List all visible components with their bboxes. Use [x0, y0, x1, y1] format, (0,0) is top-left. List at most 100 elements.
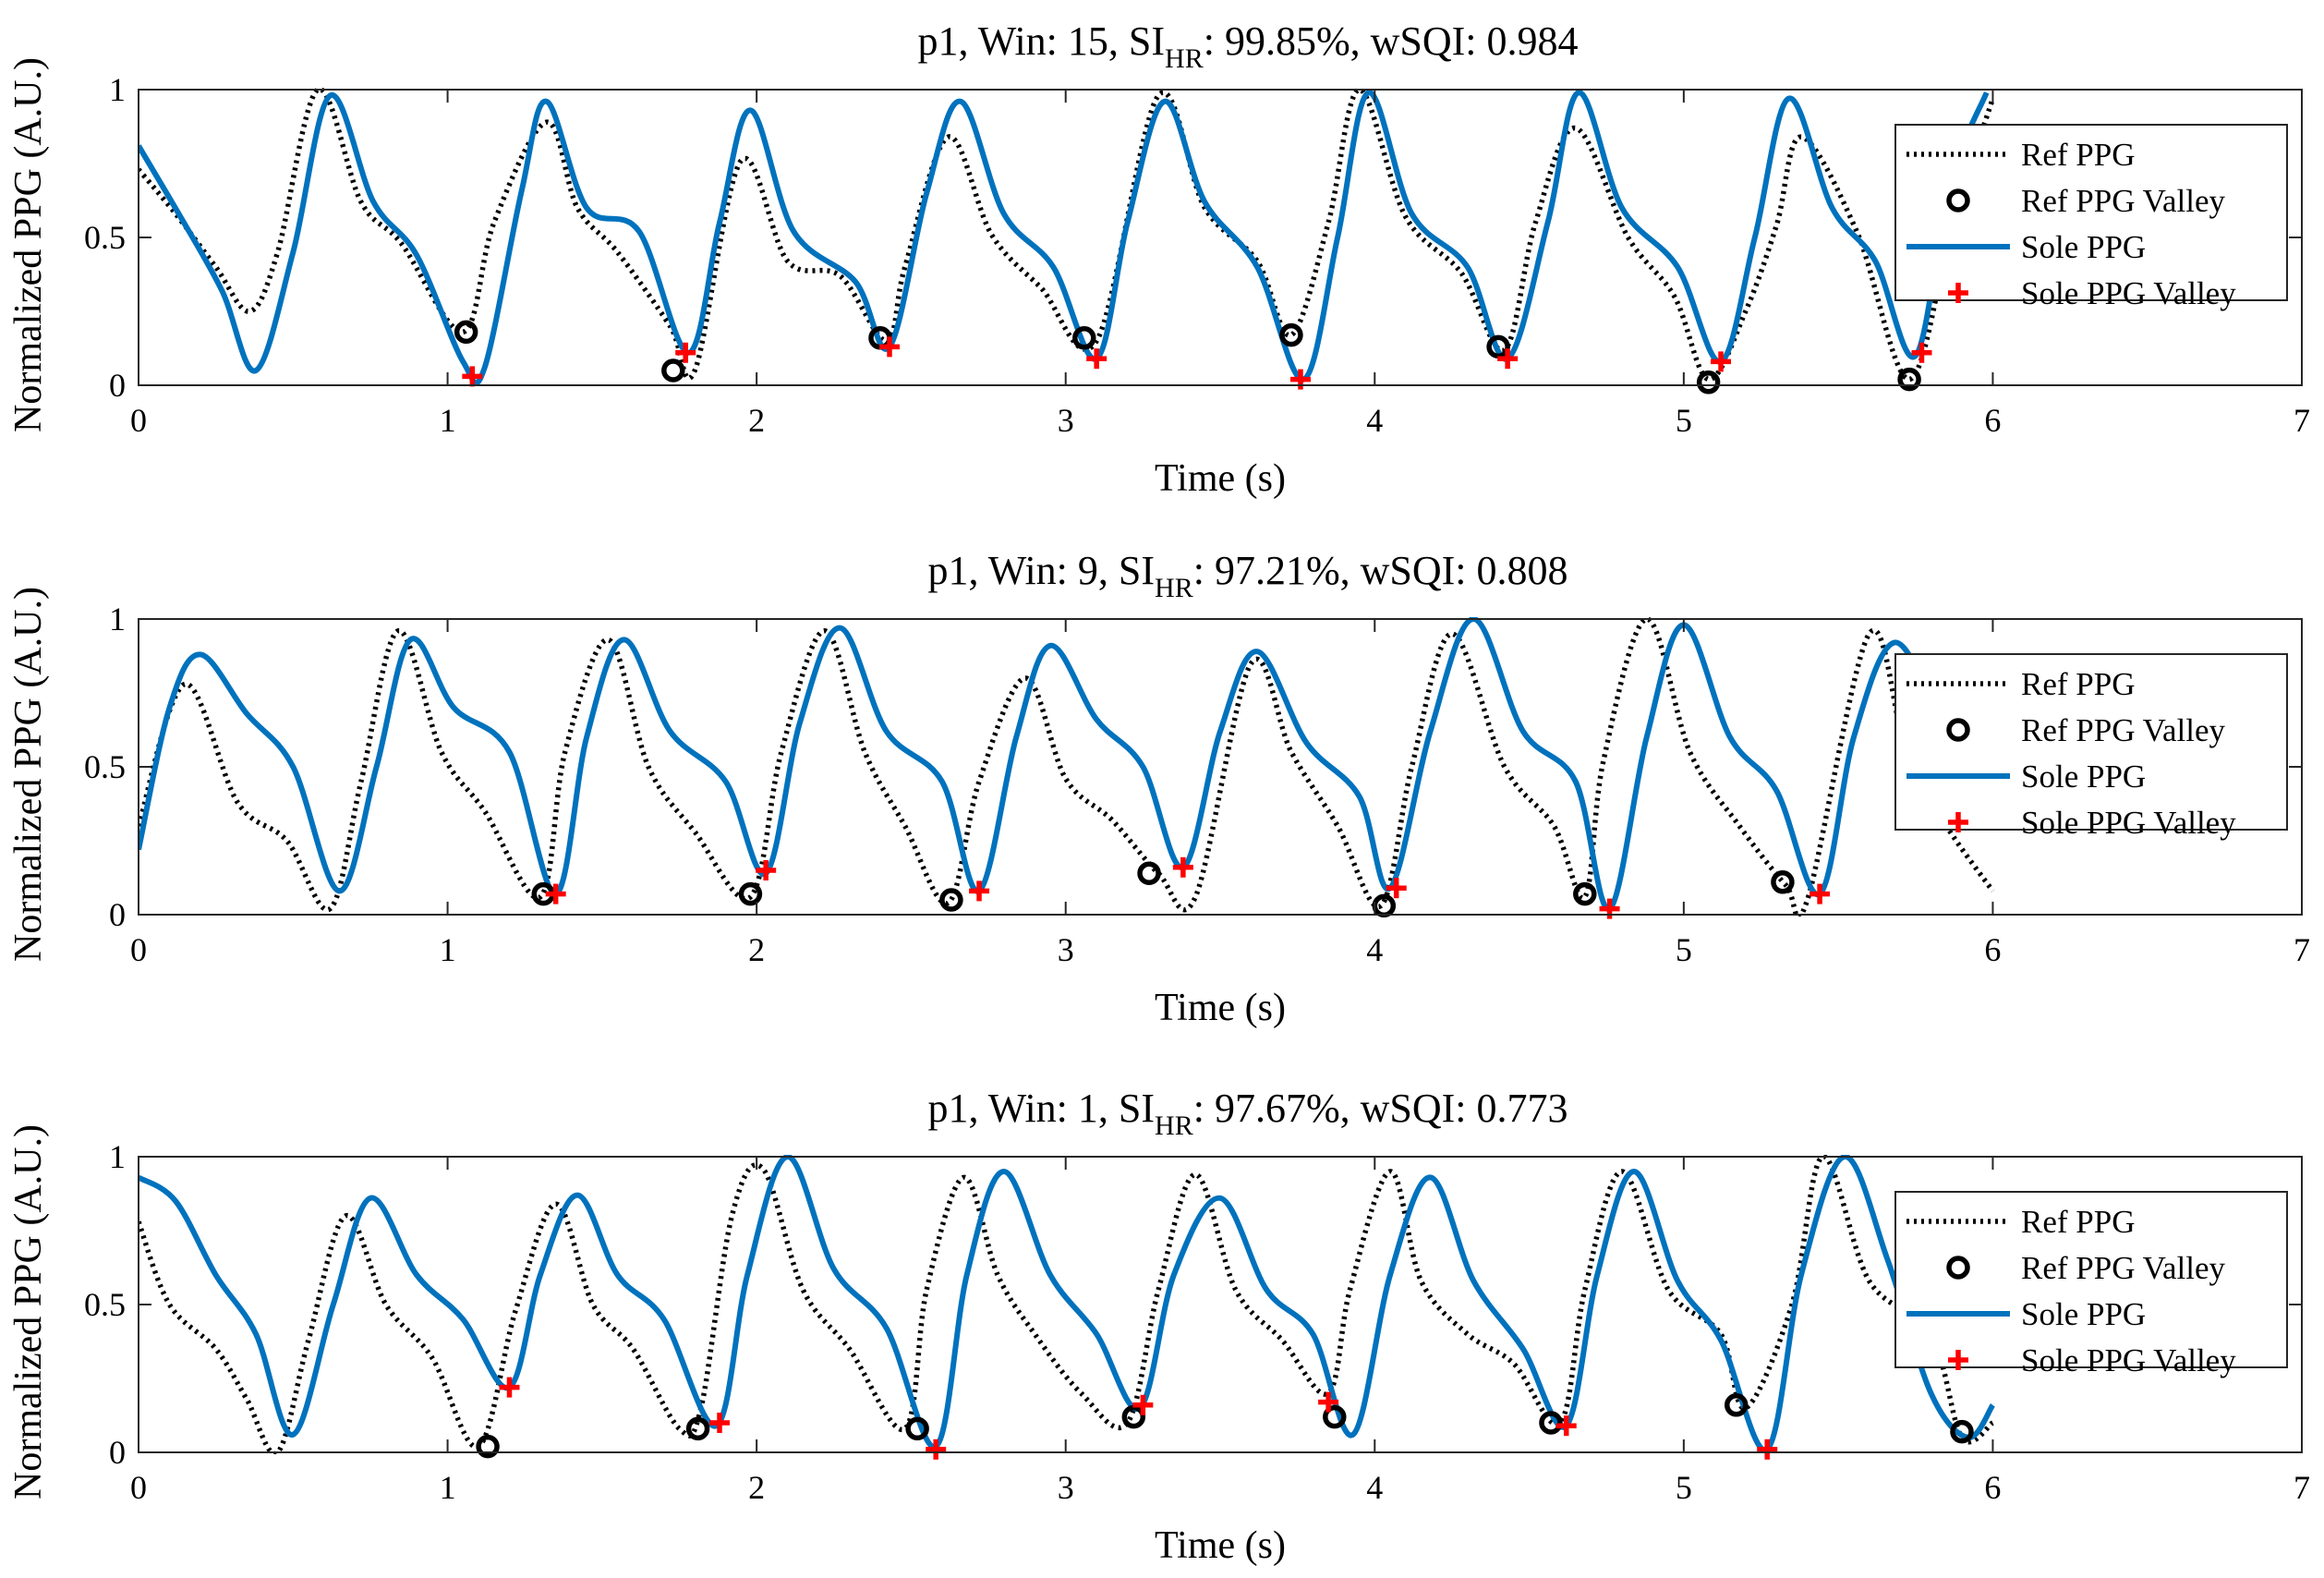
sole-ppg-line	[139, 617, 1989, 912]
legend-entry-label: Ref PPG Valley	[2021, 183, 2226, 219]
x-tick-label: 0	[130, 402, 147, 439]
x-axis-label: Time (s)	[1155, 1524, 1286, 1567]
x-tick-label: 2	[748, 402, 765, 439]
sole-ppg-valley-marker	[1318, 1391, 1339, 1413]
legend-entry-label: Sole PPG	[2021, 229, 2146, 265]
sole-ppg-valley-marker	[1172, 856, 1193, 878]
sole-ppg-line	[139, 90, 1990, 386]
legend-entry-label: Ref PPG	[2021, 137, 2136, 173]
legend-entry-label: Ref PPG Valley	[2021, 1250, 2226, 1286]
x-tick-label: 6	[1984, 931, 2001, 968]
ref-ppg-valley-marker	[939, 888, 963, 912]
x-tick-label: 7	[2294, 1469, 2310, 1506]
legend-ref-valley-swatch	[1946, 188, 1970, 212]
sole-ppg-valley-marker	[1386, 878, 1407, 899]
ref-ppg-valley-marker	[661, 358, 685, 382]
sole-ppg-valley-marker	[1810, 883, 1831, 904]
y-tick-label: 1	[109, 601, 126, 637]
legend-sole-valley-swatch	[1948, 812, 1968, 832]
y-tick-label: 1	[109, 71, 126, 108]
legend-entry-label: Sole PPG Valley	[2021, 275, 2236, 311]
x-tick-label: 4	[1366, 1469, 1383, 1506]
legend: Ref PPG Ref PPG Valley Sole PPG Sole PPG Va…	[1894, 124, 2288, 311]
chart-title: p1, Win: 15, SIHR: 99.85%, wSQI: 0.984	[917, 18, 1578, 74]
x-tick-label: 3	[1058, 1469, 1074, 1506]
ref-ppg-valley-marker	[1950, 1419, 1974, 1444]
ref-ppg-valley-marker	[1072, 326, 1096, 350]
y-tick-label: 0	[109, 1434, 126, 1471]
x-tick-label: 7	[2294, 402, 2310, 439]
sole-ppg-valley-marker	[1086, 348, 1108, 370]
y-tick-label: 0.5	[84, 1286, 126, 1323]
chart-panel-3: 0 1 2 3 4 5 6 7 0 0.5 1 Time (s) Normalized PPG (A.U…	[7, 1086, 2310, 1567]
chart-title: p1, Win: 9, SIHR: 97.21%, wSQI: 0.808	[927, 548, 1567, 603]
sole-ppg-valley-marker	[462, 366, 483, 387]
ref-ppg-valley-marker	[1771, 870, 1795, 894]
sole-ppg-valley-marker	[545, 883, 566, 904]
legend-ref-valley-swatch	[1946, 718, 1970, 742]
ref-ppg-valley-marker	[1279, 322, 1303, 347]
ref-ppg-valley-marker	[454, 320, 478, 345]
y-tick-label: 0	[109, 896, 126, 933]
x-tick-label: 2	[748, 1469, 765, 1506]
x-tick-label: 2	[748, 931, 765, 968]
y-tick-label: 0.5	[84, 748, 126, 785]
sole-ppg-valley-marker	[675, 342, 696, 363]
x-tick-label: 3	[1058, 931, 1074, 968]
legend-entry-label: Sole PPG Valley	[2021, 1342, 2236, 1378]
ref-ppg-valley-marker	[1897, 367, 1921, 392]
x-tick-label: 1	[440, 402, 456, 439]
ref-ppg-valley-marker	[685, 1416, 710, 1441]
sole-ppg-valley-marker	[756, 860, 777, 880]
legend-entry-label: Ref PPG	[2021, 1204, 2136, 1240]
ref-ppg-line	[139, 1155, 1995, 1454]
y-tick-label: 0	[109, 367, 126, 404]
chart-panel-1: 0 1 2 3 4 5 6 7 0 0.5 1 Time (s) Normalized PPG (A.U…	[7, 18, 2310, 500]
ref-ppg-valley-marker	[1137, 861, 1161, 885]
ref-ppg-valley-marker	[738, 881, 763, 906]
legend-entry-label: Sole PPG	[2021, 1296, 2146, 1332]
legend-entry-label: Ref PPG Valley	[2021, 712, 2226, 748]
legend: Ref PPG Ref PPG Valley Sole PPG Sole PPG Va…	[1894, 1191, 2288, 1378]
x-axis-label: Time (s)	[1155, 457, 1286, 500]
x-tick-label: 4	[1366, 402, 1383, 439]
sole-ppg-valley-marker	[1711, 351, 1732, 372]
sole-ppg-valley-marker	[926, 1438, 947, 1460]
legend-entry-label: Sole PPG	[2021, 759, 2146, 795]
legend-sole-valley-swatch	[1948, 1350, 1968, 1370]
ref-ppg-valley-marker	[1573, 881, 1597, 906]
y-axis-label: Normalized PPG (A.U.)	[7, 587, 50, 962]
ref-ppg-valley-marker	[1696, 370, 1721, 394]
chart-panel-2: 0 1 2 3 4 5 6 7 0 0.5 1 Time (s) Normalized PPG (A.U…	[7, 548, 2310, 1029]
sole-ppg-valley-marker	[1757, 1438, 1778, 1460]
x-tick-label: 6	[1984, 402, 2001, 439]
sole-ppg-valley-marker	[1911, 342, 1932, 363]
x-tick-label: 6	[1984, 1469, 2001, 1506]
x-tick-label: 0	[130, 1469, 147, 1506]
sole-ppg-valley-marker	[499, 1377, 520, 1398]
y-axis-label: Normalized PPG (A.U.)	[7, 1124, 50, 1499]
ref-ppg-valley-marker	[1323, 1404, 1347, 1429]
y-axis-label: Normalized PPG (A.U.)	[7, 57, 50, 432]
ref-ppg-valley-marker	[1539, 1411, 1563, 1435]
y-tick-label: 0.5	[84, 219, 126, 256]
sole-ppg-valley-marker	[1132, 1394, 1154, 1415]
x-tick-label: 5	[1676, 402, 1692, 439]
x-tick-label: 1	[440, 1469, 456, 1506]
sole-ppg-line	[139, 1155, 1995, 1453]
ref-ppg-valley-marker	[1724, 1393, 1749, 1417]
ref-ppg-valley-marker	[476, 1434, 500, 1459]
x-tick-label: 4	[1366, 931, 1383, 968]
ref-ppg-valley-marker	[1486, 334, 1510, 359]
x-tick-label: 5	[1676, 1469, 1692, 1506]
x-tick-label: 1	[440, 931, 456, 968]
legend-entry-label: Ref PPG	[2021, 666, 2136, 702]
sole-ppg-valley-marker	[969, 880, 990, 902]
x-tick-label: 3	[1058, 402, 1074, 439]
legend-entry-label: Sole PPG Valley	[2021, 805, 2236, 841]
sole-ppg-valley-marker	[879, 336, 901, 358]
sole-ppg-valley-marker	[708, 1413, 730, 1433]
legend: Ref PPG Ref PPG Valley Sole PPG Sole PPG Va…	[1894, 653, 2288, 841]
sole-ppg-valley-marker	[1497, 348, 1519, 370]
chart-title: p1, Win: 1, SIHR: 97.67%, wSQI: 0.773	[927, 1086, 1567, 1141]
